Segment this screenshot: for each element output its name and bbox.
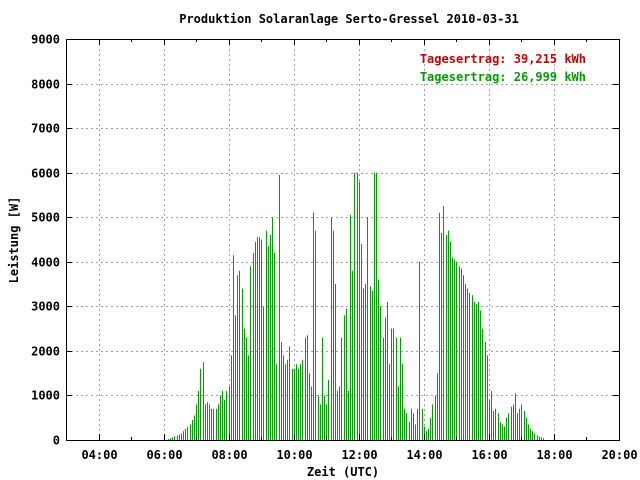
axis-ticks [66,39,620,441]
y-tick-label: 9000 [31,33,60,47]
x-tick-label: 16:00 [471,448,507,462]
x-tick-label: 20:00 [601,448,637,462]
y-tick-label: 3000 [31,300,60,314]
x-axis-label: Zeit (UTC) [307,465,379,479]
chart-title: Produktion Solaranlage Serto-Gressel 201… [179,12,519,26]
x-tick-label: 12:00 [341,448,377,462]
x-tick-label: 04:00 [81,448,117,462]
daily-yield-annotation: Tagesertrag: 39,215 kWh [420,52,586,66]
y-tick-label: 8000 [31,78,60,92]
plot-frame [66,39,620,441]
y-tick-labels: 0 1000 2000 3000 4000 5000 6000 7000 8000 9000 [31,33,60,448]
x-tick-label: 18:00 [536,448,572,462]
x-tick-label: 06:00 [146,448,182,462]
x-tick-label: 14:00 [406,448,442,462]
y-tick-label: 4000 [31,256,60,270]
x-tick-labels: 04:00 06:00 08:00 10:00 12:00 14:00 16:00 18:00… [81,448,637,462]
y-tick-label: 2000 [31,345,60,359]
daily-yield-annotation: Tagesertrag: 26,999 kWh [420,70,586,84]
y-tick-label: 7000 [31,122,60,136]
y-tick-label: 0 [53,434,60,448]
grid-lines [66,39,619,440]
y-tick-label: 6000 [31,167,60,181]
y-axis-label: Leistung [W] [7,197,21,284]
y-tick-label: 1000 [31,389,60,403]
x-tick-label: 10:00 [276,448,312,462]
bar-series [168,172,544,440]
x-tick-label: 08:00 [211,448,247,462]
legend-annotations: Tagesertrag: 39,215 kWh Tagesertrag: 26,9… [420,52,586,84]
y-tick-label: 5000 [31,211,60,225]
